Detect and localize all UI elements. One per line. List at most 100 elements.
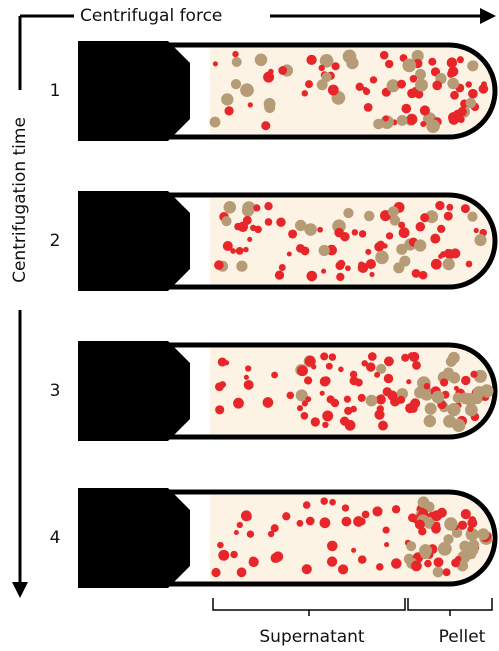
particle-red [453,385,459,391]
particle-red [296,519,304,527]
particle-red [271,371,279,379]
particle-red [450,248,461,259]
particle-tan [431,390,445,404]
particle-tan [231,56,242,68]
particle-tan [451,527,463,539]
particle-tan [467,211,478,222]
particle-red [305,516,315,526]
tube [78,488,498,588]
tube-cap [78,488,190,588]
particle-red [230,248,236,254]
particle-tan [423,414,436,428]
particle-tan [452,418,466,432]
particle-tan [373,118,384,130]
particle-red [254,225,262,234]
particle-red [412,361,421,370]
particle-red [438,253,444,259]
particle-tan [437,541,452,556]
particle-red [340,231,350,242]
particle-red [423,382,431,390]
particle-red [329,498,336,506]
particle-red [358,230,367,238]
particle-red [322,421,329,429]
particle-red [301,564,312,575]
particle-red [405,403,416,414]
particle-red [443,211,453,221]
particle-red [232,50,239,58]
particle-red [286,251,292,257]
particle-tan [467,60,479,72]
particle-red [411,269,421,278]
particle-red [456,56,464,64]
particle-red [465,81,472,88]
particle-red [376,563,384,571]
time-arrowhead [12,582,28,598]
particle-red [461,375,471,386]
particle-tan [294,219,307,232]
particle-tan [423,501,435,513]
particle-red [357,393,366,402]
particle-red [304,376,313,385]
particle-tan [442,258,455,271]
particle-red [236,567,247,578]
force-label: Centrifugal force [80,6,222,26]
particle-red [408,513,417,523]
particle-red [302,501,311,509]
particle-tan [318,244,330,257]
time-label: Centrifugation time [10,117,30,283]
tube-cap [78,41,190,141]
particle-red [217,357,227,367]
tube-number: 3 [50,381,61,401]
particle-red [349,370,358,379]
particle-red [378,420,388,431]
particle-red [267,530,275,538]
tube-cap [78,341,190,441]
particle-red [382,115,389,122]
tube [78,191,498,291]
particle-red [335,261,345,271]
particle-red [355,82,364,91]
particle-red [351,229,359,236]
particle-tan [236,260,248,272]
particle-red [296,405,304,412]
particle-red [374,409,385,420]
particle-red [384,542,390,548]
particle-tan [346,56,359,70]
tubes: 1 2 3 4 [50,41,498,588]
particle-red [270,524,279,533]
particle-red [234,222,242,231]
particle-red [433,557,444,568]
particle-tan [254,53,268,67]
particle-tan [402,58,417,73]
particle-red [320,497,328,505]
particle-tan [388,206,399,217]
particle-red [365,248,372,255]
tube [78,41,498,141]
particle-tan [443,534,454,545]
particle-tan [386,79,400,93]
tube-number: 1 [50,81,61,101]
particle-red [321,376,331,386]
particle-red [367,352,377,361]
particle-red [270,552,281,564]
particle-tan [221,216,232,227]
particle-red [431,510,443,522]
particle-red [305,80,313,89]
particle-red [391,505,401,514]
tube-number: 4 [50,528,61,548]
particle-red [401,105,408,112]
particle-red [249,556,257,564]
particle-red [468,88,478,99]
particle-red [236,521,243,529]
particle-red [357,555,367,564]
particle-red [398,227,410,239]
particle-red [233,529,239,536]
particle-red [214,260,224,270]
particle-red [446,57,458,68]
particle-tan [477,528,490,541]
particle-red [278,264,286,271]
particle-red [224,106,234,116]
particle-red [288,229,298,239]
particle-red [401,353,410,362]
particle-tan [426,119,440,133]
